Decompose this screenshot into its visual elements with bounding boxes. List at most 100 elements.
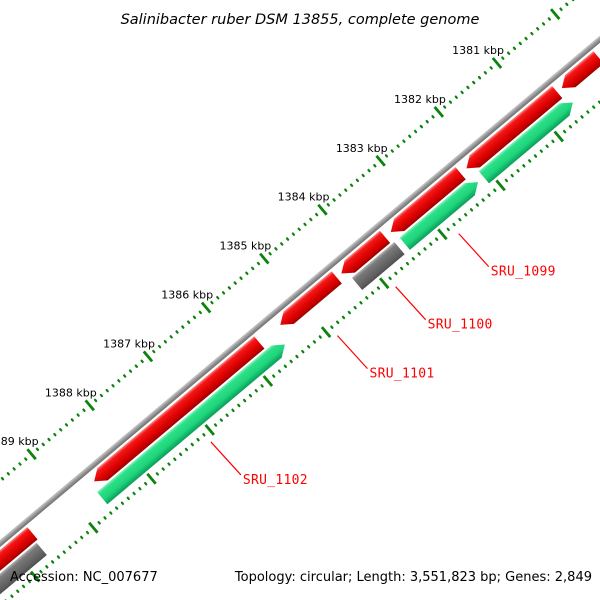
minor-tick-mark	[413, 129, 418, 134]
minor-tick-mark	[592, 105, 596, 109]
minor-tick-mark	[483, 71, 488, 75]
kbp-tick-mark	[200, 301, 212, 314]
minor-tick-mark	[431, 115, 435, 119]
kbp-tick-mark	[84, 399, 96, 412]
minor-tick-mark	[10, 594, 14, 598]
tick-label-1385: 1385 kbp	[219, 240, 271, 253]
minor-tick-mark	[27, 579, 32, 584]
minor-tick-mark	[326, 203, 330, 207]
minor-tick-mark	[82, 408, 86, 412]
minor-tick-mark	[306, 345, 311, 349]
minor-tick-mark	[213, 423, 218, 427]
minor-tick-mark	[268, 251, 272, 256]
minor-tick-mark	[390, 149, 394, 153]
minor-tick-mark	[256, 261, 261, 266]
minor-tick-mark	[568, 124, 573, 129]
minor-tick-mark	[233, 281, 237, 285]
leader-line-SRU_1101	[337, 335, 368, 369]
minor-tick-mark	[132, 491, 136, 496]
minor-tick-mark	[384, 154, 389, 158]
kbp-tick-mark	[259, 252, 270, 265]
minor-tick-mark	[12, 467, 16, 471]
kbp-tick-mark	[437, 228, 448, 241]
kbp-tick-mark	[204, 424, 215, 436]
minor-tick-mark	[458, 217, 462, 222]
minor-tick-mark	[251, 266, 255, 271]
kbp-tick-mark	[262, 375, 274, 387]
gene-SRU_1100	[351, 242, 405, 290]
minor-tick-mark	[454, 95, 458, 99]
kbp-tick-mark	[495, 179, 506, 192]
minor-tick-mark	[126, 496, 130, 501]
map-title: Salinibacter ruber DSM 13855, complete g…	[121, 12, 480, 28]
minor-tick-mark	[50, 560, 55, 564]
minor-tick-mark	[545, 144, 549, 149]
minor-tick-mark	[169, 335, 173, 339]
kbp-tick-mark	[146, 472, 157, 485]
minor-tick-mark	[56, 555, 61, 559]
minor-tick-mark	[41, 442, 45, 447]
minor-tick-mark	[400, 266, 404, 271]
minor-tick-mark	[373, 163, 377, 168]
minor-tick-mark	[570, 0, 575, 2]
minor-tick-mark	[547, 17, 552, 21]
gene-label-SRU_1099: SRU_1099	[491, 265, 556, 280]
gene-arrow	[561, 51, 600, 89]
minor-tick-mark	[516, 168, 520, 173]
minor-tick-mark	[128, 369, 133, 373]
minor-tick-mark	[301, 349, 305, 354]
minor-tick-mark	[70, 418, 74, 422]
minor-tick-mark	[562, 129, 567, 134]
kbp-tick-mark	[29, 570, 41, 583]
minor-tick-mark	[289, 359, 293, 364]
minor-tick-mark	[349, 183, 354, 188]
minor-tick-mark	[297, 227, 301, 232]
minor-tick-mark	[586, 110, 590, 114]
minor-tick-mark	[35, 447, 40, 452]
minor-tick-mark	[574, 120, 578, 124]
minor-tick-mark	[597, 100, 600, 105]
minor-tick-mark	[318, 335, 322, 339]
minor-tick-mark	[506, 51, 511, 55]
minor-tick-mark	[493, 188, 497, 193]
minor-tick-mark	[475, 203, 479, 207]
minor-tick-mark	[367, 168, 371, 173]
minor-tick-mark	[138, 486, 142, 491]
tick-label-1388: 1388 kbp	[45, 386, 97, 399]
minor-tick-mark	[39, 569, 43, 574]
minor-tick-mark	[464, 212, 468, 217]
kbp-tick-mark	[378, 277, 390, 290]
minor-tick-mark	[460, 90, 464, 95]
minor-tick-mark	[419, 124, 424, 129]
minor-tick-mark	[277, 369, 282, 373]
minor-tick-mark	[254, 389, 258, 393]
minor-tick-mark	[0, 476, 5, 481]
minor-tick-mark	[237, 403, 241, 408]
minor-tick-mark	[355, 178, 360, 183]
minor-tick-mark	[551, 139, 555, 144]
minor-tick-mark	[68, 545, 72, 550]
minor-tick-mark	[123, 374, 127, 378]
minor-tick-mark	[536, 27, 540, 31]
gene-label-SRU_1102: SRU_1102	[243, 473, 308, 488]
minor-tick-mark	[425, 119, 429, 124]
minor-tick-mark	[580, 115, 584, 119]
gene-arrow	[466, 85, 563, 169]
minor-tick-mark	[167, 462, 171, 466]
kbp-tick-mark	[491, 57, 503, 69]
minor-tick-mark	[487, 193, 491, 197]
minor-tick-mark	[99, 393, 104, 398]
gene-arrow	[0, 542, 47, 600]
minor-tick-mark	[303, 222, 307, 227]
minor-tick-mark	[227, 286, 232, 290]
minor-tick-mark	[80, 535, 84, 540]
minor-tick-mark	[59, 428, 63, 432]
minor-tick-mark	[533, 154, 538, 158]
minor-tick-mark	[469, 208, 474, 212]
minor-tick-mark	[6, 472, 10, 476]
minor-tick-mark	[489, 66, 493, 70]
minor-tick-mark	[332, 198, 336, 202]
minor-tick-mark	[510, 173, 514, 178]
